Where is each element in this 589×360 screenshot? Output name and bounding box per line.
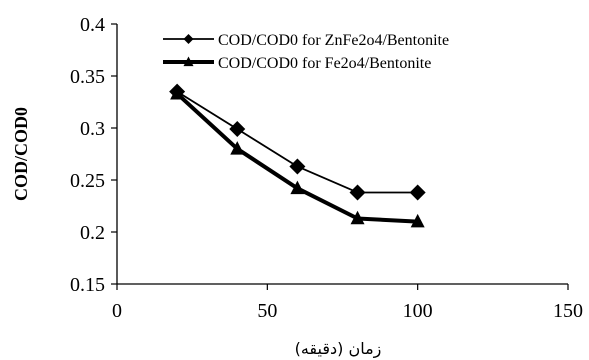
x-tick-label: 100 [403,300,433,322]
series-2-point [410,213,425,228]
series-line-1 [176,90,418,194]
y-tick-label: 0.15 [70,274,105,296]
x-tick-label: 50 [257,300,277,322]
legend-label-2: COD/COD0 for Fe2o4/Bentonite [218,55,431,72]
y-axis-title: COD/COD0 [11,107,31,201]
series-line-2 [175,92,418,224]
y-tick-label: 0.4 [80,14,105,36]
y-tick-label: 0.3 [80,118,105,140]
x-tick-label: 0 [112,300,122,322]
x-tick-label: 150 [553,300,583,322]
x-axis-title: زمان (دقیقه) [295,339,382,359]
y-tick-label: 0.35 [70,66,105,88]
y-tick-label: 0.25 [70,170,105,192]
legend-label-1: COD/COD0 for ZnFe2o4/Bentonite [218,32,449,49]
y-tick-label: 0.2 [80,222,105,244]
series-1-point [349,184,366,201]
series-1-point [289,158,306,175]
series-2-point [290,180,305,195]
series-1-point [409,184,426,201]
legend-marker-1 [183,34,194,44]
series-2-point [230,141,245,155]
series-1-point [229,121,246,138]
legend-marker-2 [183,56,194,67]
series-2-point [170,85,185,100]
series-2-point [350,210,365,225]
